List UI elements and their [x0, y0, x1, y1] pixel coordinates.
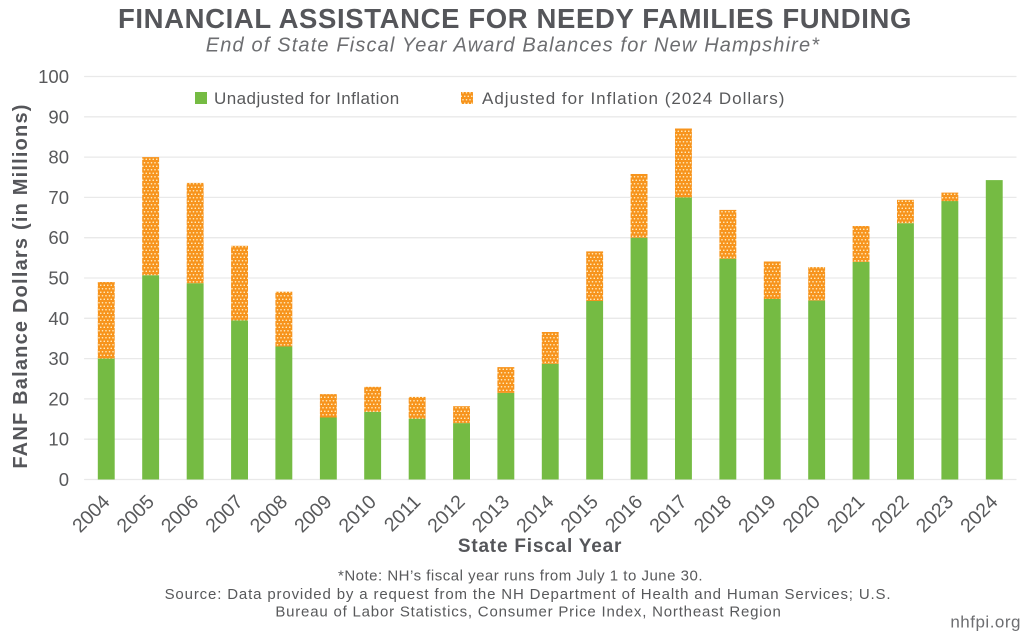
- svg-text:nhfpi.org: nhfpi.org: [950, 613, 1021, 632]
- svg-text:50: 50: [48, 268, 69, 289]
- svg-text:*Note: NH’s fiscal year runs f: *Note: NH’s fiscal year runs from July 1…: [338, 568, 703, 585]
- svg-text:FANF Balance Dollars (in Milli: FANF Balance Dollars (in Millions): [10, 103, 32, 468]
- svg-text:10: 10: [48, 429, 69, 450]
- svg-text:80: 80: [48, 147, 69, 168]
- svg-text:90: 90: [48, 106, 69, 127]
- svg-text:FINANCIAL ASSISTANCE FOR NEEDY: FINANCIAL ASSISTANCE FOR NEEDY FAMILIES …: [118, 3, 912, 34]
- svg-text:State Fiscal Year: State Fiscal Year: [458, 536, 622, 557]
- svg-text:20: 20: [48, 388, 69, 409]
- svg-text:Adjusted for Inflation (2024 D: Adjusted for Inflation (2024 Dollars): [482, 89, 785, 108]
- svg-text:40: 40: [48, 308, 69, 329]
- svg-text:Unadjusted for Inflation: Unadjusted for Inflation: [214, 89, 400, 108]
- svg-text:70: 70: [48, 187, 69, 208]
- svg-text:End of State Fiscal Year Award: End of State Fiscal Year Award Balances …: [206, 35, 820, 57]
- svg-text:Source: Data provided by a req: Source: Data provided by a request from …: [165, 586, 892, 603]
- svg-text:30: 30: [48, 348, 69, 369]
- svg-text:100: 100: [38, 66, 69, 87]
- svg-text:Bureau of Labor Statistics, Co: Bureau of Labor Statistics, Consumer Pri…: [275, 603, 781, 620]
- svg-text:0: 0: [59, 469, 69, 490]
- svg-text:60: 60: [48, 227, 69, 248]
